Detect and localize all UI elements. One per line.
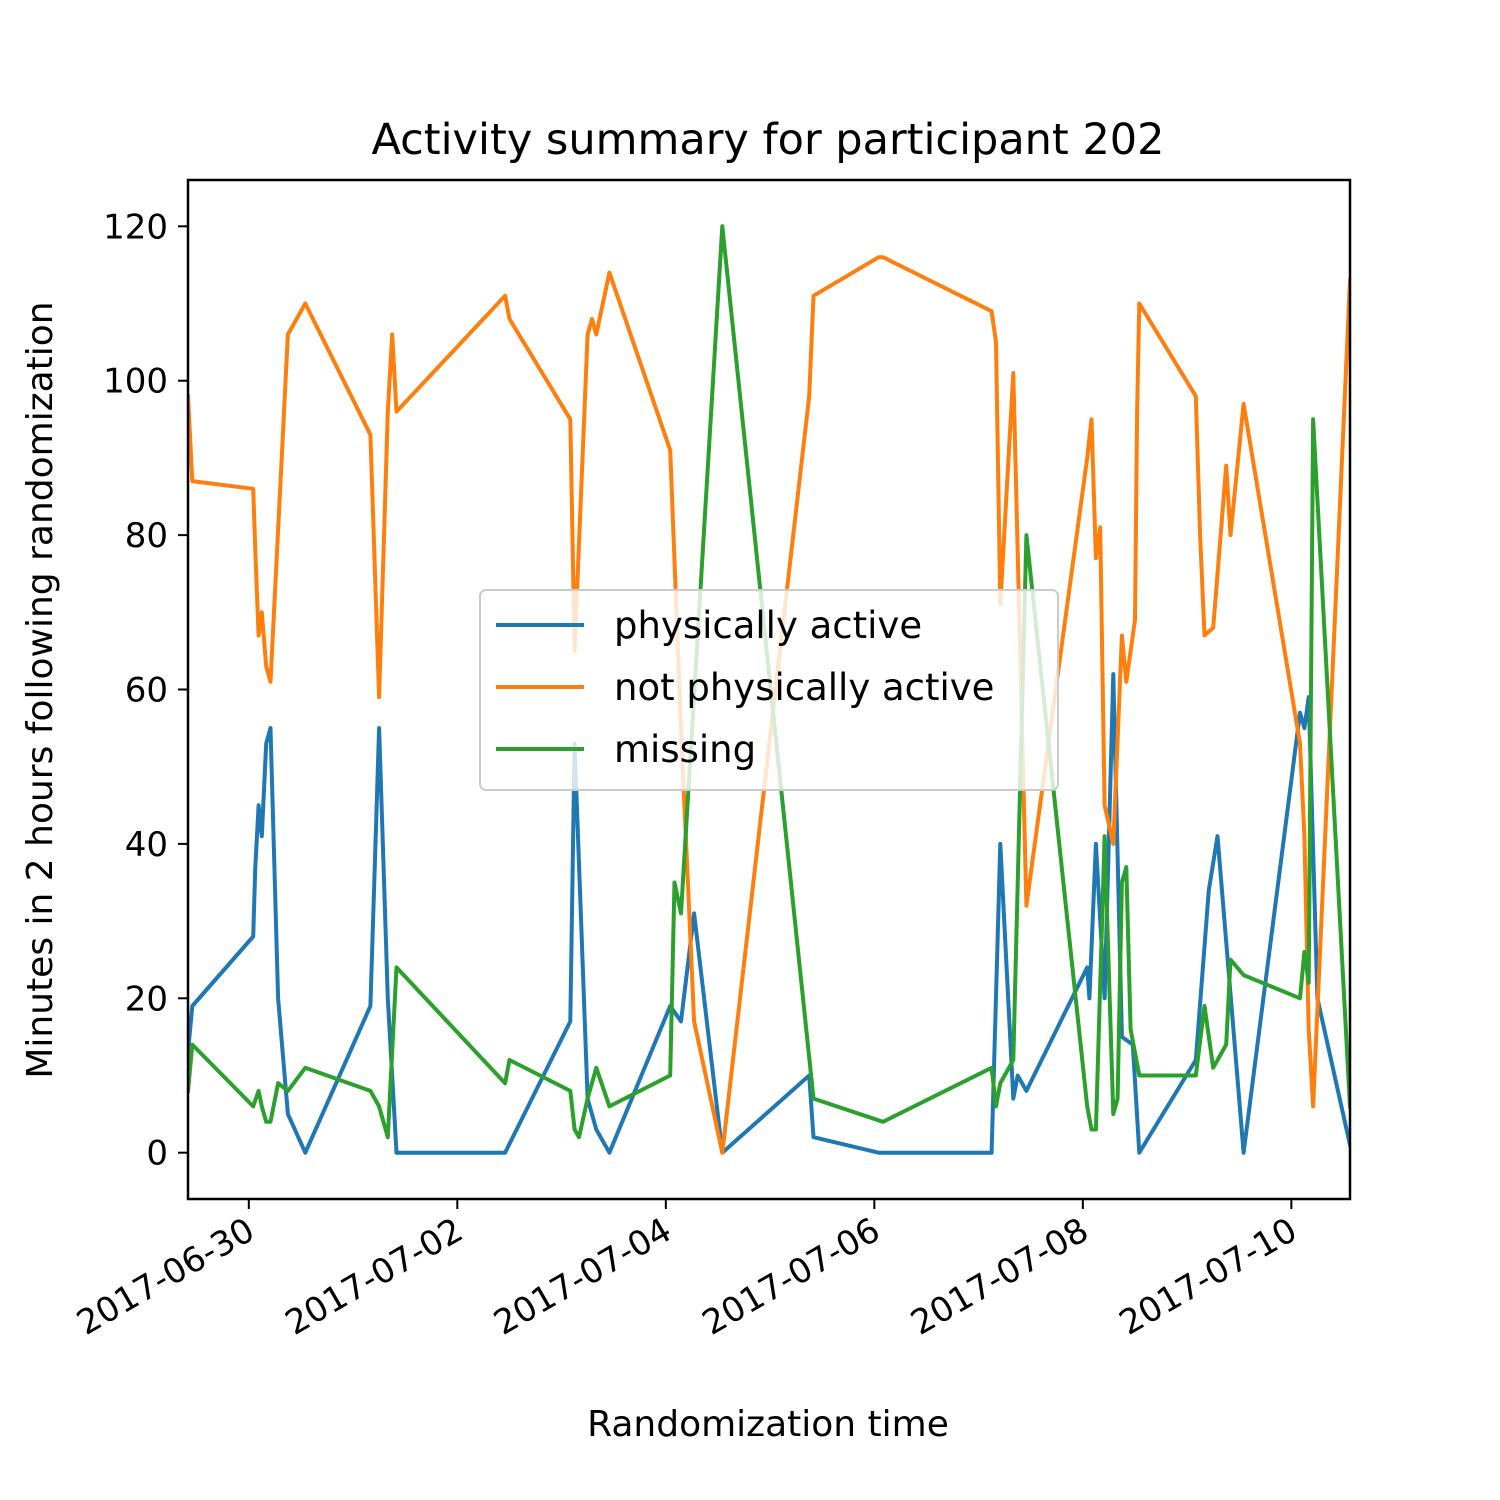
y-tick-label: 0 — [146, 1134, 168, 1174]
legend-box — [479, 589, 1059, 791]
y-tick-label: 80 — [125, 516, 168, 556]
legend-label: not physically active — [614, 666, 994, 709]
y-tick-label: 40 — [125, 825, 168, 865]
series-line-missing — [188, 224, 1350, 1140]
legend: physically active not physically active mi… — [479, 589, 1059, 791]
legend-label: missing — [614, 728, 756, 771]
y-tick-label: 20 — [125, 979, 168, 1019]
y-tick-label: 120 — [103, 207, 168, 247]
series-line-not-physically-active — [188, 255, 1350, 1155]
y-tick-label: 100 — [103, 362, 168, 402]
y-tick-label: 60 — [125, 671, 168, 711]
y-axis: 0 20 40 60 80 100 120 — [103, 207, 188, 1174]
series-layer — [188, 224, 1350, 1155]
y-axis-title: Minutes in 2 hours following randomizati… — [20, 301, 61, 1078]
legend-label: physically active — [614, 604, 922, 647]
x-axis-title: Randomization time — [587, 1404, 949, 1445]
chart-title: Activity summary for participant 202 — [371, 115, 1164, 165]
